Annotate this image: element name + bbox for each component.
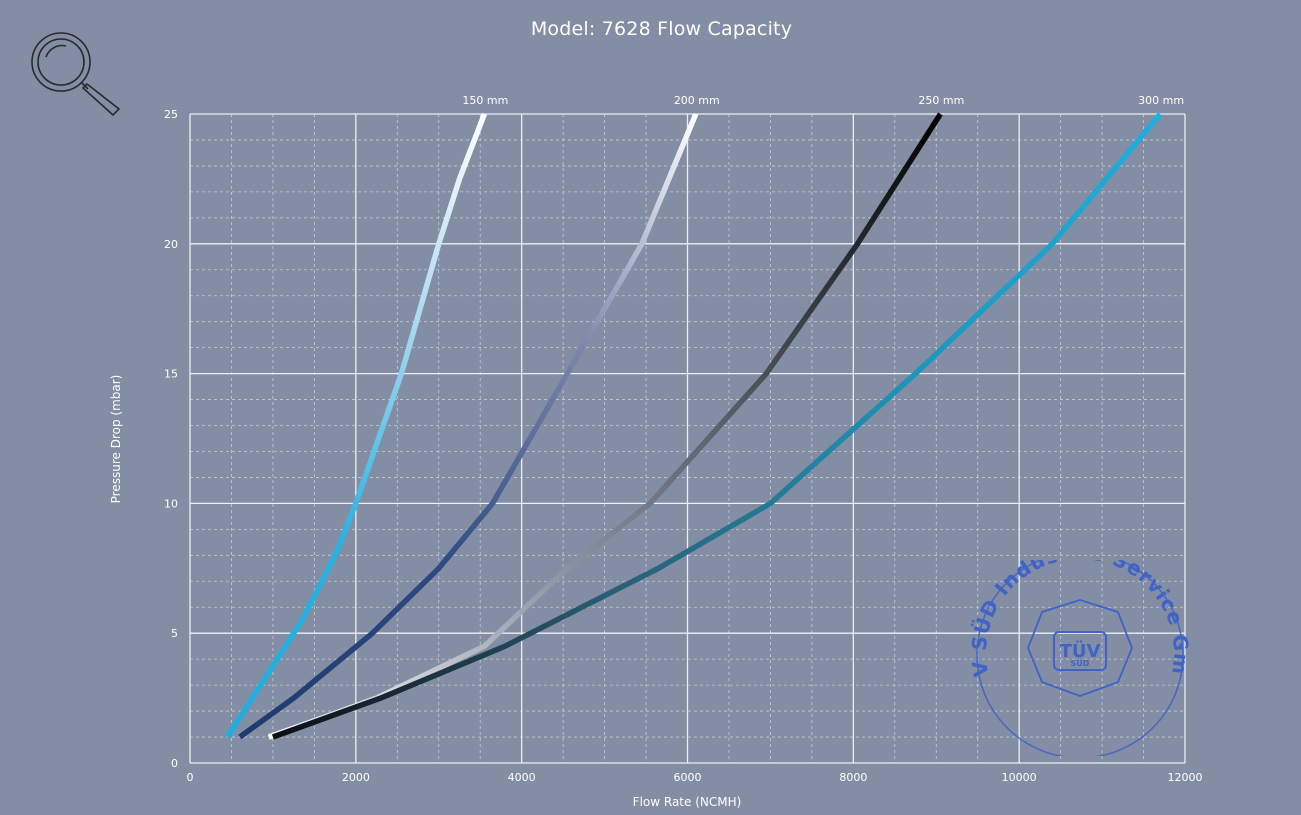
series-label-1: 150 mm — [462, 94, 508, 107]
y-tick-label: 15 — [164, 368, 178, 381]
series-lines — [224, 112, 1163, 740]
x-tick-label: 10000 — [1002, 771, 1037, 784]
x-tick-label: 4000 — [508, 771, 536, 784]
series-label-2: 200 mm — [674, 94, 720, 107]
chart-title: Model: 7628 Flow Capacity — [530, 18, 793, 40]
y-axis-title: Pressure Drop (mbar) — [109, 375, 123, 504]
series-line-1 — [224, 113, 487, 739]
stamp-logo-main: TÜV — [1060, 640, 1101, 662]
x-tick-label: 6000 — [674, 771, 702, 784]
magnifier-icon[interactable] — [22, 24, 122, 119]
x-tick-label: 0 — [187, 771, 194, 784]
y-tick-label: 10 — [164, 497, 178, 510]
series-line-2 — [238, 112, 699, 740]
x-tick-label: 2000 — [342, 771, 370, 784]
stamp-logo-sub: SÜD — [1071, 658, 1090, 668]
x-tick-label: 12000 — [1168, 771, 1203, 784]
series-label-4: 300 mm — [1138, 94, 1184, 107]
axis-labels: 0 2000 4000 6000 8000 10000 12000 0 5 10 15 20 25 150… — [164, 94, 1203, 784]
series-line-4 — [271, 112, 1163, 740]
y-tick-label: 0 — [171, 757, 178, 770]
certification-stamp: TÜV SÜD Industrie Service GmbH TÜV SÜD — [959, 540, 1193, 759]
y-tick-label: 20 — [164, 238, 178, 251]
major-grid — [189, 113, 1186, 764]
y-tick-label: 25 — [164, 108, 178, 121]
x-tick-label: 8000 — [839, 771, 867, 784]
x-axis-title: Flow Rate (NCMH) — [633, 795, 742, 809]
series-label-3: 250 mm — [918, 94, 964, 107]
y-tick-label: 5 — [171, 627, 178, 640]
